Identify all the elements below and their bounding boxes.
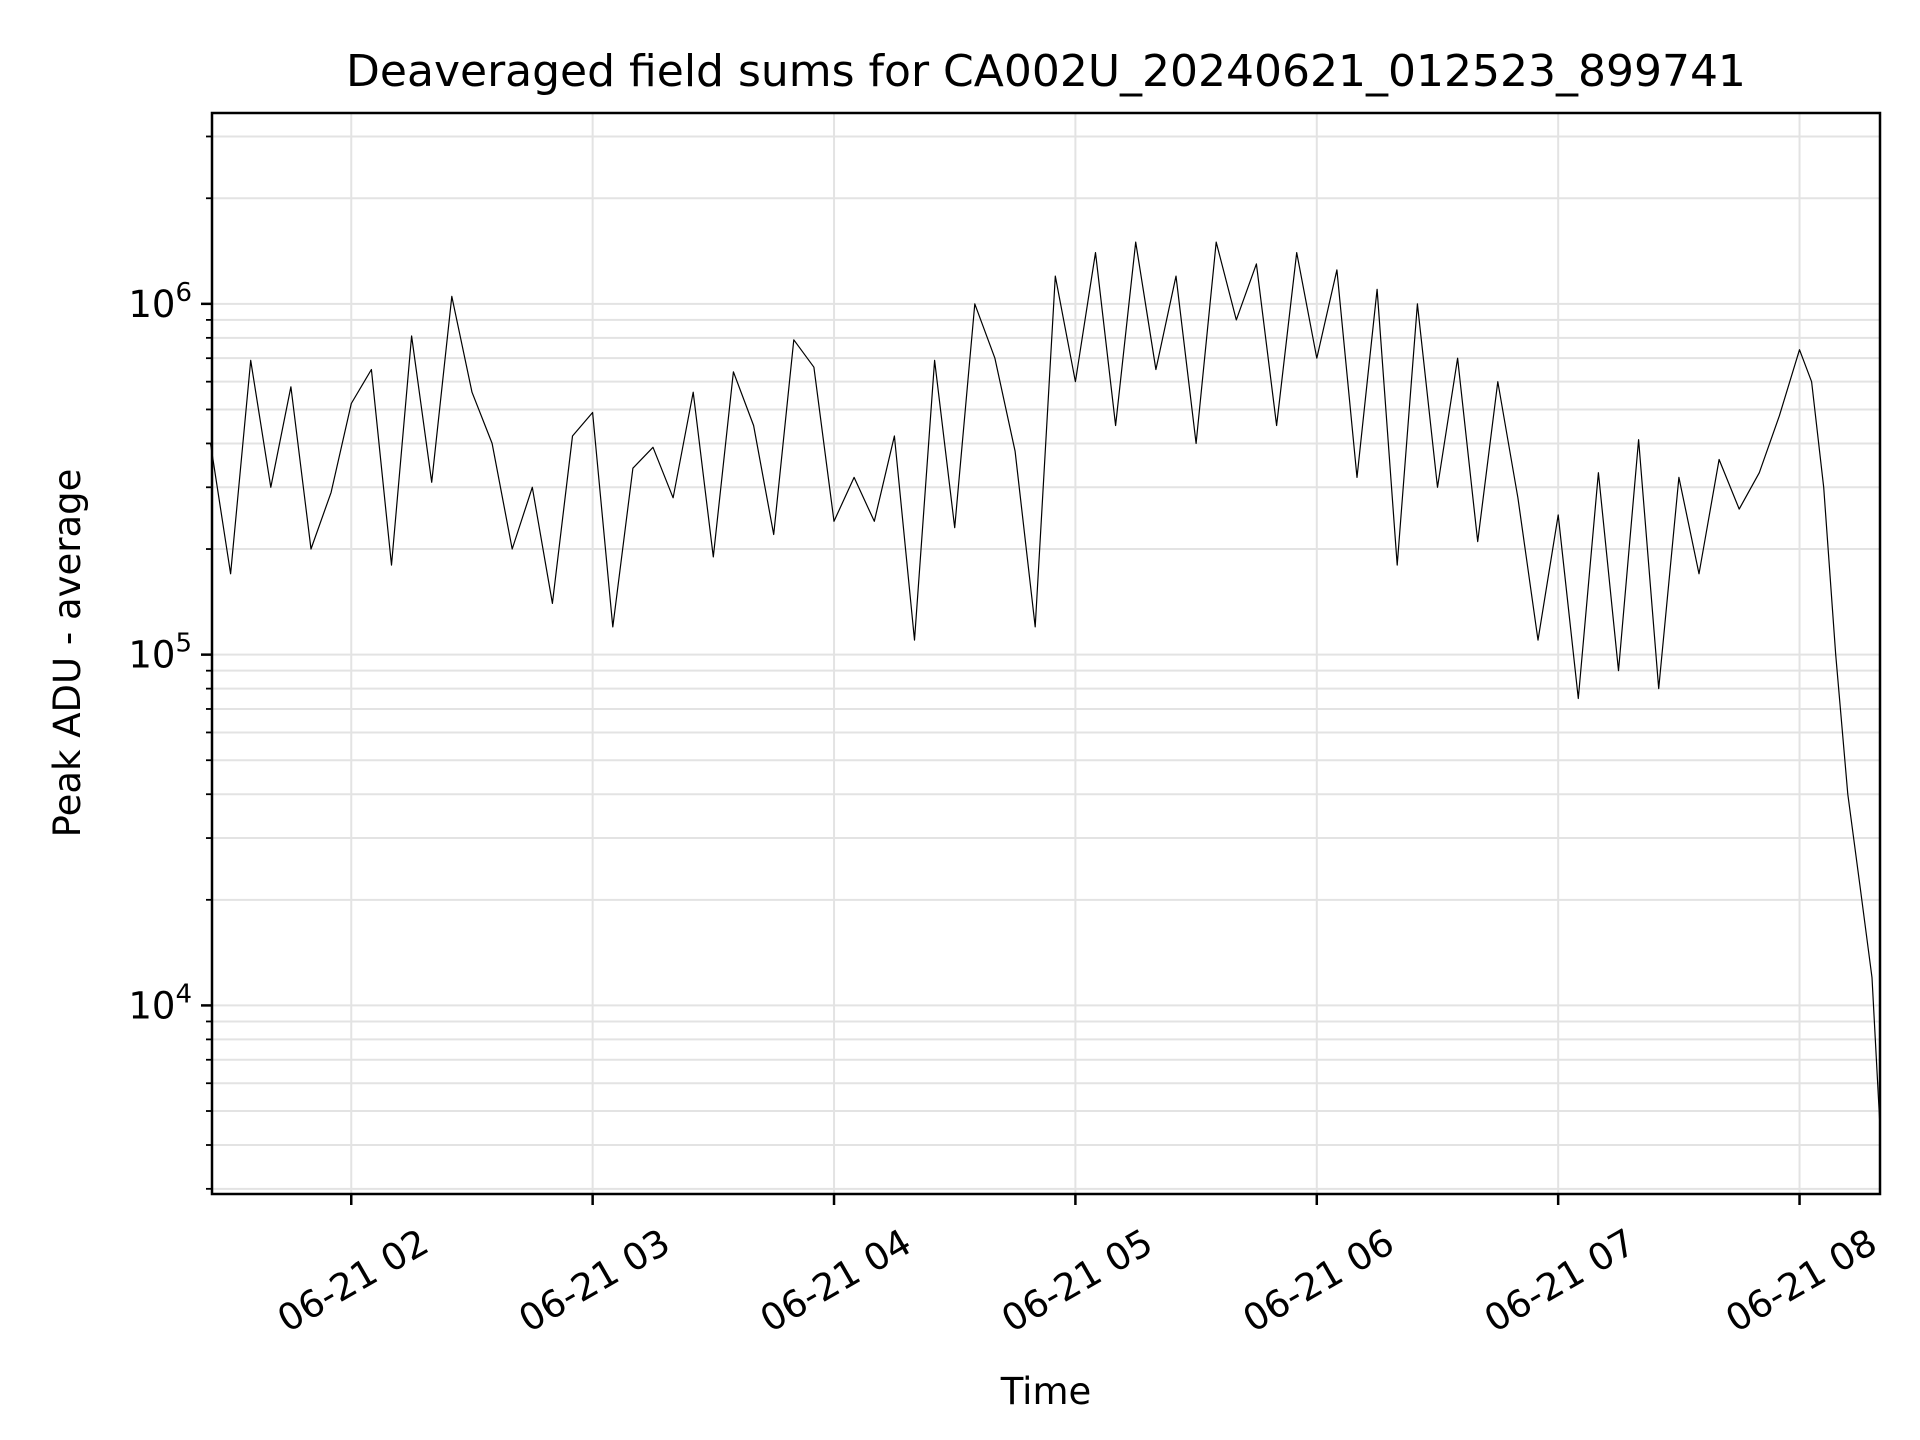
x-tick-label: 06-21 08 <box>1718 1221 1884 1341</box>
x-tick-label: 06-21 07 <box>1477 1221 1643 1341</box>
plot-frame <box>210 111 1882 1196</box>
x-tick-label: 06-21 03 <box>512 1221 678 1341</box>
x-axis-label: Time <box>1000 1370 1092 1413</box>
tick-labels: 06-21 02 06-21 03 06-21 04 06-21 05 06-21 06… <box>128 278 1884 1341</box>
grid <box>212 113 1880 1194</box>
y-tick-label: 104 <box>128 979 192 1027</box>
chart-title: Deaveraged field sums for CA002U_2024062… <box>346 46 1746 97</box>
y-tick-label: 106 <box>128 278 192 326</box>
x-tick-label: 06-21 02 <box>270 1221 436 1341</box>
x-tick-label: 06-21 06 <box>1236 1221 1402 1341</box>
x-tick-label: 06-21 05 <box>994 1221 1160 1341</box>
ticks <box>201 135 1801 1205</box>
series-layer <box>209 241 1881 1128</box>
y-axis-label: Peak ADU - average <box>46 469 89 838</box>
y-tick-label: 105 <box>128 629 192 677</box>
series-line <box>209 241 1881 1128</box>
x-tick-label: 06-21 04 <box>753 1221 919 1341</box>
